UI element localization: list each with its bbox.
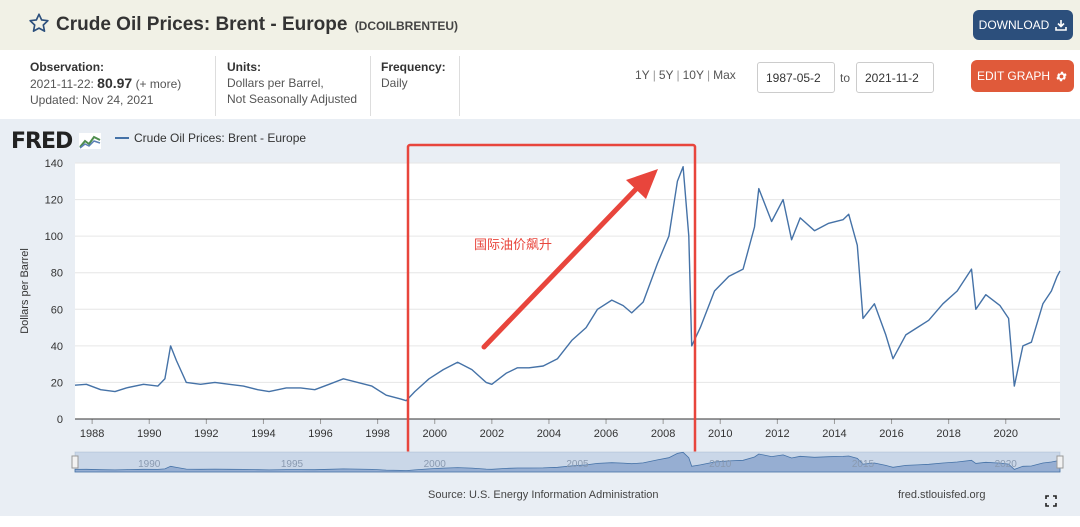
annotation-text: 国际油价飙升: [474, 237, 552, 252]
frequency-value: Daily: [381, 76, 408, 90]
fred-chart-icon: [78, 133, 101, 149]
fred-url-link[interactable]: fred.stlouisfed.org: [898, 489, 986, 501]
divider: [215, 56, 216, 116]
divider: [459, 56, 460, 116]
x-tick-label: 1992: [194, 428, 218, 440]
y-tick-label: 60: [51, 304, 63, 316]
range-selector: 1Y | 5Y | 10Y | Max: [635, 68, 736, 82]
page-title: Crude Oil Prices: Brent - Europe (DCOILB…: [56, 14, 458, 36]
observation-block: Observation: 2021-11-22: 80.97 (+ more) …: [30, 59, 181, 108]
divider: [370, 56, 371, 116]
fred-logo: FRED: [11, 129, 101, 154]
range-max-button[interactable]: Max: [713, 68, 736, 82]
to-label: to: [840, 71, 851, 85]
navigator-label: 2010: [709, 459, 732, 470]
y-tick-label: 20: [51, 377, 63, 389]
frequency-label: Frequency:: [381, 60, 446, 74]
navigator-label: 1990: [138, 459, 161, 470]
x-tick-label: 2010: [708, 428, 732, 440]
range-navigator[interactable]: 1990 1995 2000 2005 2010 2015 2020: [71, 451, 1064, 473]
range-1y-button[interactable]: 1Y: [635, 68, 650, 82]
download-button[interactable]: DOWNLOAD: [973, 10, 1073, 40]
source-credit: Source: U.S. Energy Information Administ…: [428, 489, 659, 501]
navigator-series: [74, 451, 1061, 473]
x-tick-label: 2012: [765, 428, 789, 440]
units-block: Units: Dollars per Barrel, Not Seasonall…: [227, 59, 357, 107]
x-tick-label: 1990: [137, 428, 161, 440]
y-tick-label: 100: [45, 231, 63, 243]
series-id: (DCOILBRENTEU): [354, 19, 459, 33]
frequency-block: Frequency: Daily: [381, 59, 446, 91]
x-tick-label: 2000: [422, 428, 446, 440]
download-label: DOWNLOAD: [978, 18, 1050, 32]
x-tick-label: 2006: [594, 428, 618, 440]
x-tick-label: 1996: [308, 428, 332, 440]
y-tick-label: 80: [51, 268, 63, 280]
star-icon[interactable]: [28, 12, 50, 34]
download-icon: [1055, 20, 1068, 31]
navigator-label: 2020: [995, 459, 1018, 470]
units-label: Units:: [227, 60, 261, 74]
trend-arrow: [481, 169, 658, 350]
y-tick-label: 140: [45, 158, 63, 170]
y-tick-label: 120: [45, 195, 63, 207]
units-line-1: Dollars per Barrel,: [227, 76, 324, 90]
fullscreen-icon[interactable]: [1045, 495, 1057, 507]
range-10y-button[interactable]: 10Y: [682, 68, 704, 82]
units-line-2: Not Seasonally Adjusted: [227, 92, 358, 106]
navigator-label: 2005: [566, 459, 589, 470]
series-title: Crude Oil Prices: Brent - Europe: [56, 14, 348, 35]
title-bar: Crude Oil Prices: Brent - Europe (DCOILB…: [0, 0, 1080, 50]
x-tick-label: 2004: [537, 428, 561, 440]
y-axis-label: Dollars per Barrel: [19, 248, 31, 334]
chart-legend: Crude Oil Prices: Brent - Europe: [115, 131, 306, 145]
navigator-label: 2000: [424, 459, 447, 470]
start-date-input[interactable]: 1987-05-2: [757, 62, 835, 93]
range-5y-button[interactable]: 5Y: [658, 68, 674, 82]
edit-graph-button[interactable]: EDIT GRAPH: [971, 60, 1074, 92]
x-tick-label: 1998: [365, 428, 389, 440]
x-tick-label: 2020: [994, 428, 1018, 440]
navigator-handle-right[interactable]: [1056, 455, 1064, 469]
legend-swatch: [115, 137, 129, 139]
updated-date: Updated: Nov 24, 2021: [30, 93, 154, 107]
x-tick-label: 2016: [879, 428, 903, 440]
x-tick-label: 2018: [936, 428, 960, 440]
observation-more-link[interactable]: (+ more): [135, 77, 182, 91]
legend-label: Crude Oil Prices: Brent - Europe: [134, 131, 307, 145]
observation-label: Observation:: [30, 60, 105, 74]
plot-background: [75, 163, 1060, 419]
x-tick-label: 2008: [651, 428, 675, 440]
y-tick-label: 0: [57, 414, 63, 426]
x-tick-label: 1988: [80, 428, 104, 440]
end-date-input[interactable]: 2021-11-2: [856, 62, 934, 93]
gear-icon: [1056, 71, 1067, 81]
fred-logo-text: FRED: [11, 129, 73, 154]
navigator-label: 2015: [852, 459, 875, 470]
observation-date: 2021-11-22:: [30, 77, 94, 91]
chart: 0 20 40 60 80 100 120 140 1988 1990 1992 1994 1996 1…: [19, 143, 1064, 473]
navigator-label: 1995: [281, 459, 304, 470]
graph-panel: FRED Crude Oil Prices: Brent - Europe 0 2…: [0, 119, 1080, 516]
observation-value: 80.97: [97, 75, 133, 91]
series-info-bar: Observation: 2021-11-22: 80.97 (+ more) …: [0, 50, 1080, 119]
y-tick-label: 40: [51, 341, 63, 353]
page-bottom: [0, 516, 1080, 527]
series-line: [74, 166, 1061, 402]
x-tick-label: 1994: [251, 428, 275, 440]
x-tick-label: 2002: [480, 428, 504, 440]
edit-graph-label: EDIT GRAPH: [976, 69, 1051, 83]
x-tick-label: 2014: [822, 428, 846, 440]
navigator-handle-left[interactable]: [71, 455, 79, 469]
